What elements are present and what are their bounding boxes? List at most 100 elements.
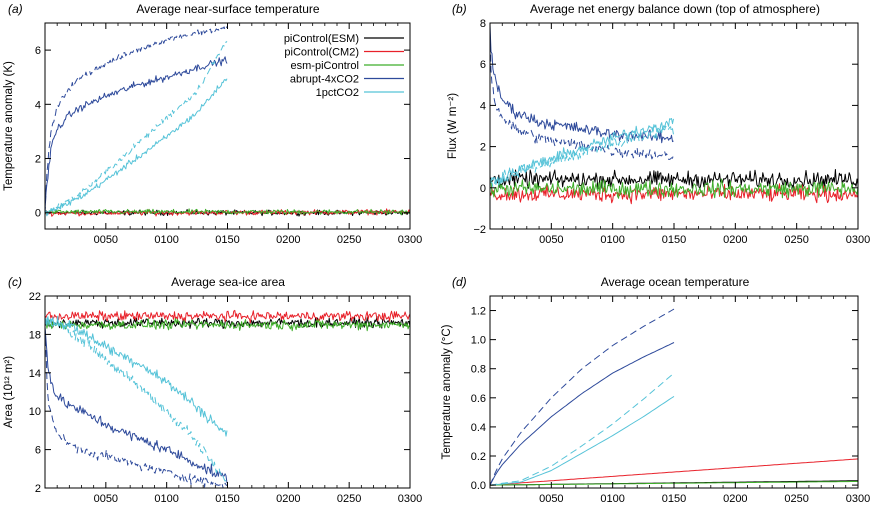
x-tick-label: 0150: [215, 493, 239, 505]
legend-label: 1pctCO2: [316, 87, 359, 99]
panel-label: (d): [452, 275, 467, 289]
series-line-picontrol-esm-solid: [490, 169, 858, 190]
series-line-pct1co2-dashed: [490, 125, 674, 188]
x-tick-label: 0300: [398, 493, 422, 505]
y-tick-label: 2: [35, 154, 41, 166]
series-line-picontrol-esm-solid: [45, 316, 410, 330]
y-tick-label: 6: [35, 445, 41, 457]
x-tick-label: 0050: [539, 493, 563, 505]
legend-label: piControl(ESM): [284, 33, 359, 45]
x-tick-label: 0200: [723, 234, 747, 246]
y-tick-label: 0: [480, 183, 486, 195]
series-line-abrupt-4xco2-solid: [490, 24, 674, 144]
y-tick-label: 0.6: [471, 393, 486, 405]
y-tick-label: 0: [35, 208, 41, 220]
y-axis-label: Area (10¹² m²): [3, 356, 15, 428]
x-tick-label: 0250: [337, 493, 361, 505]
x-tick-label: 0250: [337, 234, 361, 246]
series-group: [45, 309, 410, 488]
panel-label: (a): [8, 2, 23, 16]
plot-frame: [489, 295, 859, 489]
legend-label: abrupt-4xCO2: [290, 74, 359, 86]
x-tick-label: 0300: [398, 234, 422, 246]
x-tick-label: 0250: [784, 493, 808, 505]
y-tick-label: 8: [480, 18, 486, 30]
series-line-esm-picontrol-solid: [45, 208, 410, 216]
y-tick-label: 6: [35, 45, 41, 57]
x-tick-label: 0300: [846, 493, 870, 505]
series-line-abrupt-4xco2-dashed: [45, 328, 228, 488]
legend-entry: esm-piControl: [291, 60, 404, 72]
y-tick-label: 0.4: [471, 422, 486, 434]
series-line-pct1co2-solid: [45, 315, 228, 437]
panel-a: (a) Average near-surface temperature Tempe…: [3, 2, 422, 246]
y-tick-label: 0.2: [471, 451, 486, 463]
series-line-abrupt-4xco2-solid: [45, 326, 228, 484]
x-tick-label: 0200: [723, 493, 747, 505]
x-tick-label: 0050: [539, 234, 563, 246]
series-line-pct1co2-solid: [45, 78, 228, 217]
y-tick-label: 2: [480, 142, 486, 154]
x-tick-label: 0050: [94, 234, 118, 246]
panel-d: (d) Average ocean temperature Temperature …: [441, 275, 870, 505]
y-tick-label: 14: [29, 368, 41, 380]
y-tick-label: 0.8: [471, 364, 486, 376]
series-line-abrupt-4xco2-solid: [490, 342, 675, 486]
x-tick-label: 0150: [215, 234, 239, 246]
chart-title: Average net energy balance down (top of …: [530, 2, 820, 16]
y-axis-label: Temperature anomaly (K): [3, 61, 15, 191]
series-group: [490, 308, 858, 486]
panel-b: (b) Average net energy balance down (top …: [447, 2, 870, 246]
series-line-esm-picontrol-solid: [490, 178, 858, 199]
series-line-pct1co2-solid: [490, 395, 675, 486]
series-line-picontrol-cm2-solid: [490, 458, 858, 486]
y-tick-label: 4: [35, 99, 41, 111]
legend-entry: 1pctCO2: [316, 87, 404, 99]
x-tick-label: 0100: [154, 234, 178, 246]
plot-frame: [489, 22, 859, 230]
legend: piControl(ESM) piControl(CM2)esm-piContro…: [284, 33, 404, 99]
y-tick-label: 0.0: [471, 480, 486, 492]
x-tick-label: 0150: [662, 234, 686, 246]
series-line-abrupt-4xco2-solid: [45, 56, 228, 211]
y-tick-label: 1.2: [471, 306, 486, 318]
series-line-abrupt-4xco2-dashed: [490, 32, 674, 160]
x-tick-label: 0100: [154, 493, 178, 505]
series-line-pct1co2-dashed: [490, 372, 675, 486]
y-tick-label: 18: [29, 329, 41, 341]
y-tick-label: 1.0: [471, 335, 486, 347]
x-tick-label: 0100: [600, 493, 624, 505]
series-group: [45, 26, 410, 217]
legend-entry: piControl(ESM): [284, 33, 404, 45]
y-tick-label: −2: [473, 224, 486, 236]
legend-entry: abrupt-4xCO2: [290, 74, 404, 86]
series-group: [490, 24, 858, 205]
x-tick-label: 0150: [662, 493, 686, 505]
x-tick-label: 0300: [846, 234, 870, 246]
y-tick-label: 2: [35, 483, 41, 495]
y-tick-label: 6: [480, 59, 486, 71]
panel-label: (b): [452, 2, 467, 16]
chart-title: Average sea-ice area: [171, 275, 285, 289]
series-line-pct1co2-dashed: [45, 316, 228, 482]
x-tick-label: 0050: [94, 493, 118, 505]
panel-label: (c): [8, 275, 22, 289]
series-line-esm-picontrol-solid: [45, 318, 410, 332]
chart-title: Average ocean temperature: [601, 275, 750, 289]
y-tick-label: 22: [29, 291, 41, 303]
legend-entry: piControl(CM2): [284, 47, 404, 59]
series-line-abrupt-4xco2-dashed: [45, 26, 228, 214]
y-tick-label: 4: [480, 100, 486, 112]
x-tick-label: 0100: [600, 234, 624, 246]
legend-label: esm-piControl: [291, 60, 359, 72]
y-tick-label: 10: [29, 406, 41, 418]
series-line-abrupt-4xco2-dashed: [490, 308, 675, 486]
x-tick-label: 0200: [276, 234, 300, 246]
legend-label: piControl(CM2): [284, 47, 359, 59]
x-tick-label: 0250: [784, 234, 808, 246]
y-axis-label: Temperature anomaly (°C): [441, 324, 453, 459]
chart-title: Average near-surface temperature: [136, 2, 320, 16]
y-axis-label: Flux (W m⁻²): [447, 93, 459, 159]
panel-c: (c) Average sea-ice area Area (10¹² m²) 005…: [3, 275, 422, 505]
